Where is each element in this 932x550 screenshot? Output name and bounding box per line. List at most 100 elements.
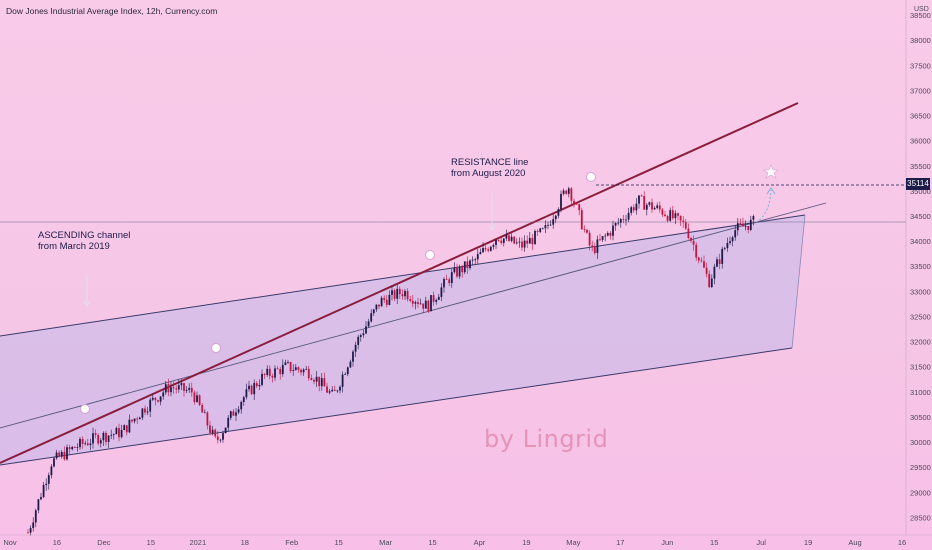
candles-group — [27, 186, 755, 536]
candle-body — [554, 215, 557, 220]
watermark: by Lingrid — [484, 425, 609, 453]
candle-body — [495, 239, 497, 246]
candle-body — [287, 362, 289, 363]
candle-body — [146, 411, 149, 413]
candle-body — [645, 204, 648, 210]
candle-body — [570, 188, 573, 201]
currency-label: USD — [914, 6, 929, 13]
x-tick-label: 15 — [710, 538, 718, 547]
candle-body — [284, 362, 287, 365]
candle-body — [521, 241, 523, 248]
candle-body — [183, 383, 185, 391]
candle-body — [300, 369, 302, 373]
candle-body — [723, 248, 726, 249]
candle-body — [253, 383, 256, 395]
candle-body — [453, 267, 456, 273]
candle-body — [344, 374, 347, 375]
candle-body — [614, 223, 617, 226]
candle-body — [198, 395, 201, 405]
annotation-ascending-channel: ASCENDING channel from March 2019 — [38, 230, 130, 252]
candle-body — [653, 207, 656, 210]
candle-body — [240, 401, 243, 410]
candle-body — [141, 408, 144, 418]
candle-body — [604, 235, 607, 237]
candle-body — [450, 272, 453, 284]
candle-body — [102, 432, 105, 441]
candle-body — [443, 279, 445, 288]
candle-body — [414, 302, 417, 304]
target-star-icon — [763, 164, 779, 179]
candle-body — [695, 244, 698, 258]
projection-arrow — [755, 189, 772, 223]
candle-body — [216, 436, 219, 440]
y-tick-label: 31000 — [910, 388, 931, 397]
y-tick-label: 30500 — [910, 413, 931, 422]
candle-body — [333, 389, 336, 391]
candle-body — [606, 232, 609, 236]
candle-body — [586, 229, 588, 233]
x-tick-label: Mar — [379, 538, 392, 547]
candle-body — [388, 294, 391, 305]
candle-body — [99, 440, 102, 444]
candle-body — [162, 392, 165, 397]
candle-body — [172, 387, 175, 389]
candle-body — [713, 266, 716, 279]
candle-body — [508, 235, 510, 241]
y-tick-label: 29500 — [910, 463, 931, 472]
candle-body — [81, 438, 84, 444]
y-tick-label: 33500 — [910, 262, 931, 271]
candle-body — [484, 248, 487, 250]
candle-body — [716, 259, 718, 267]
candle-body — [268, 368, 271, 376]
candle-body — [531, 237, 534, 245]
y-tick-label: 37500 — [910, 61, 931, 70]
candle-body — [430, 295, 432, 312]
candle-body — [32, 522, 35, 529]
candle-body — [658, 205, 661, 210]
resistance-line — [0, 102, 799, 464]
candle-body — [609, 232, 612, 236]
touch-marker-icon — [80, 404, 90, 414]
candle-body — [86, 443, 89, 446]
candle-body — [66, 447, 68, 460]
candle-body — [487, 249, 490, 251]
candle-body — [710, 278, 713, 288]
y-tick-label: 34500 — [910, 212, 931, 221]
y-tick-label: 29000 — [910, 488, 931, 497]
candle-body — [526, 240, 529, 244]
candle-body — [263, 373, 266, 375]
candle-body — [708, 273, 711, 288]
candle-body — [703, 261, 705, 268]
candle-body — [305, 368, 308, 370]
candle-body — [318, 376, 321, 387]
candle-body — [705, 267, 708, 274]
candle-body — [63, 451, 66, 460]
candle-body — [406, 290, 409, 300]
candle-body — [534, 230, 536, 245]
x-tick-label: Feb — [285, 538, 298, 547]
y-tick-label: 35000 — [910, 187, 931, 196]
candle-body — [73, 446, 76, 448]
candle-body — [427, 300, 430, 312]
candle-body — [518, 241, 521, 243]
candle-body — [203, 412, 206, 414]
candle-body — [352, 351, 354, 362]
candle-body — [175, 388, 178, 390]
candle-body — [560, 193, 562, 210]
x-tick-label: 2021 — [189, 538, 206, 547]
candle-body — [401, 294, 404, 297]
candle-body — [721, 248, 724, 264]
candle-body — [461, 266, 464, 273]
candle-body — [370, 313, 373, 322]
candle-body — [656, 205, 659, 208]
candle-body — [227, 417, 230, 428]
candle-body — [552, 219, 555, 225]
candle-body — [463, 261, 466, 273]
candle-body — [747, 226, 750, 230]
candle-body — [310, 378, 313, 380]
y-tick-label: 35500 — [910, 162, 931, 171]
candle-body — [354, 344, 357, 352]
candle-body — [177, 385, 180, 390]
candle-body — [505, 235, 508, 239]
